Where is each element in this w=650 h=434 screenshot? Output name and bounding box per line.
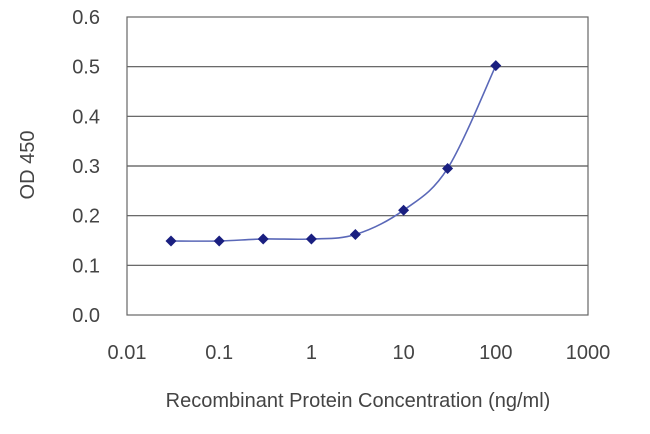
x-tick-label: 0.1 bbox=[205, 342, 233, 364]
data-point-marker bbox=[490, 60, 502, 72]
series-line bbox=[170, 65, 497, 242]
y-tick-label: 0.0 bbox=[72, 305, 100, 327]
x-tick-label: 100 bbox=[479, 342, 512, 364]
x-tick-label: 1000 bbox=[566, 342, 611, 364]
series-group bbox=[165, 60, 502, 247]
y-tick-label: 0.2 bbox=[72, 206, 100, 228]
plot-area-frame bbox=[126, 16, 589, 316]
data-point-marker bbox=[165, 235, 177, 247]
y-tick-label: 0.5 bbox=[72, 57, 100, 79]
x-axis-title: Recombinant Protein Concentration (ng/ml… bbox=[166, 390, 551, 412]
data-point-marker bbox=[442, 162, 454, 174]
x-tick-label: 10 bbox=[392, 342, 414, 364]
y-tick-label: 0.1 bbox=[72, 255, 100, 277]
data-point-marker bbox=[213, 235, 225, 247]
y-tick-label: 0.3 bbox=[72, 156, 100, 178]
y-tick-labels: 0.0 0.1 0.2 0.3 0.4 0.5 0.6 bbox=[72, 7, 100, 327]
gridlines bbox=[127, 66, 588, 266]
data-point-marker bbox=[257, 233, 269, 245]
data-point-marker bbox=[398, 204, 410, 216]
y-tick-label: 0.6 bbox=[72, 7, 100, 29]
x-tick-labels: 0.01 0.1 1 10 100 1000 bbox=[108, 342, 611, 364]
x-tick-label: 1 bbox=[306, 342, 317, 364]
y-axis-title: OD 450 bbox=[17, 131, 39, 200]
data-point-marker bbox=[349, 229, 361, 241]
x-tick-label: 0.01 bbox=[108, 342, 147, 364]
y-tick-label: 0.4 bbox=[72, 106, 100, 128]
data-point-marker bbox=[305, 233, 317, 245]
